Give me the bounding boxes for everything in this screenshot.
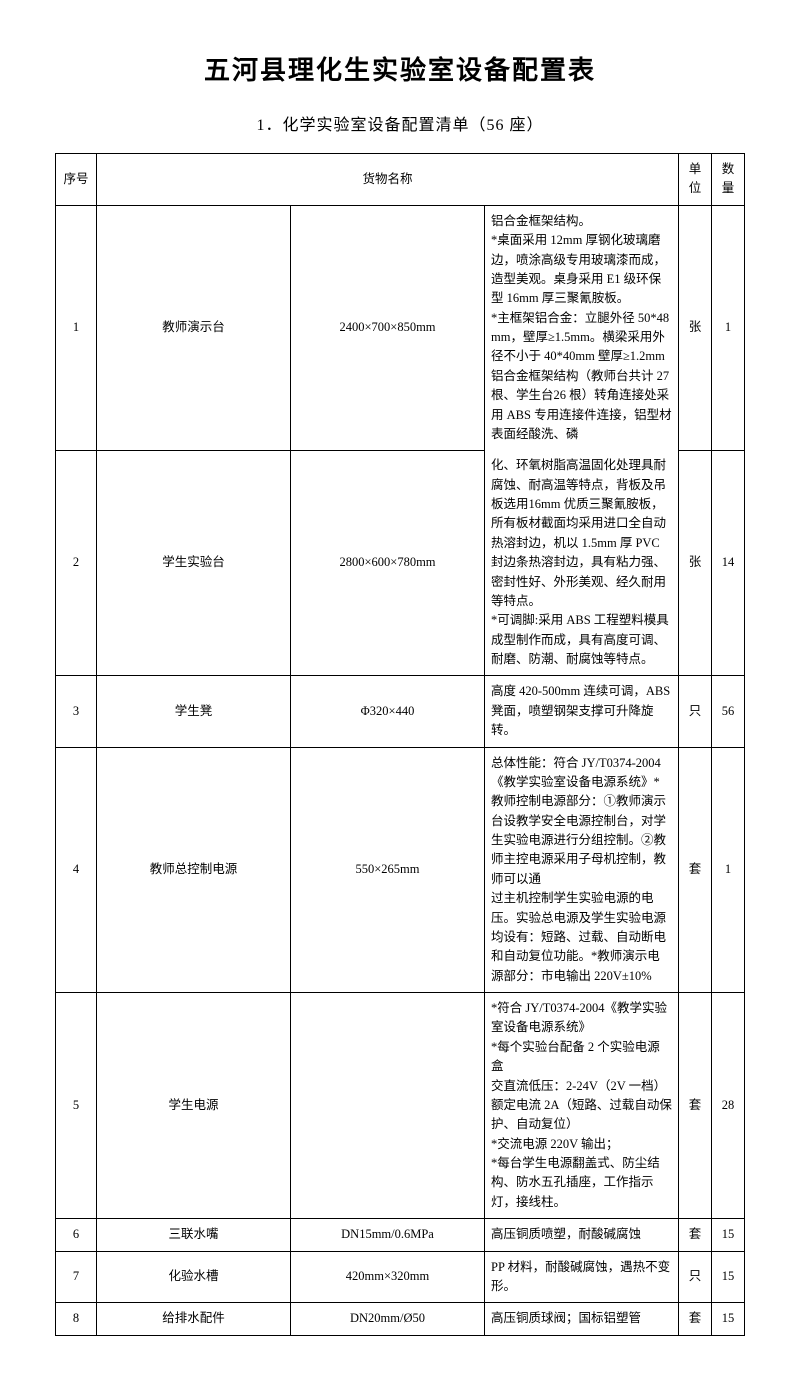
cell-unit: 只 xyxy=(679,1251,712,1303)
cell-qty: 56 xyxy=(712,676,745,747)
cell-desc: 铝合金框架结构。 *桌面采用 12mm 厚钢化玻璃磨边，喷涂高级专用玻璃漆而成，… xyxy=(485,205,679,450)
cell-spec: 2400×700×850mm xyxy=(291,205,485,450)
cell-desc: 化、环氧树脂高温固化处理具耐腐蚀、耐高温等特点，背板及吊板选用16mm 优质三聚… xyxy=(485,450,679,676)
cell-name: 学生电源 xyxy=(97,993,291,1219)
cell-unit: 套 xyxy=(679,1219,712,1251)
page-title: 五河县理化生实验室设备配置表 xyxy=(55,50,745,87)
cell-desc: 高度 420-500mm 连续可调，ABS 凳面，喷塑钢架支撑可升降旋转。 xyxy=(485,676,679,747)
table-row: 2 学生实验台 2800×600×780mm 化、环氧树脂高温固化处理具耐腐蚀、… xyxy=(56,450,745,676)
cell-qty: 15 xyxy=(712,1251,745,1303)
cell-name: 学生实验台 xyxy=(97,450,291,676)
cell-idx: 1 xyxy=(56,205,97,450)
header-idx: 序号 xyxy=(56,154,97,206)
table-row: 6 三联水嘴 DN15mm/0.6MPa 高压铜质喷塑，耐酸碱腐蚀 套 15 xyxy=(56,1219,745,1251)
cell-unit: 套 xyxy=(679,1303,712,1335)
equipment-table: 序号 货物名称 单位 数量 1 教师演示台 2400×700×850mm 铝合金… xyxy=(55,153,745,1336)
table-row: 3 学生凳 Φ320×440 高度 420-500mm 连续可调，ABS 凳面，… xyxy=(56,676,745,747)
table-row: 7 化验水槽 420mm×320mm PP 材料，耐酸碱腐蚀，遇热不变形。 只 … xyxy=(56,1251,745,1303)
header-goods: 货物名称 xyxy=(97,154,679,206)
cell-name: 给排水配件 xyxy=(97,1303,291,1335)
cell-qty: 15 xyxy=(712,1219,745,1251)
cell-spec: Φ320×440 xyxy=(291,676,485,747)
cell-idx: 4 xyxy=(56,747,97,993)
table-row: 1 教师演示台 2400×700×850mm 铝合金框架结构。 *桌面采用 12… xyxy=(56,205,745,450)
cell-unit: 套 xyxy=(679,993,712,1219)
cell-qty: 1 xyxy=(712,747,745,993)
cell-unit: 张 xyxy=(679,450,712,676)
cell-spec: 2800×600×780mm xyxy=(291,450,485,676)
cell-idx: 2 xyxy=(56,450,97,676)
cell-spec: DN15mm/0.6MPa xyxy=(291,1219,485,1251)
cell-name: 三联水嘴 xyxy=(97,1219,291,1251)
table-row: 8 给排水配件 DN20mm/Ø50 高压铜质球阀；国标铝塑管 套 15 xyxy=(56,1303,745,1335)
header-unit: 单位 xyxy=(679,154,712,206)
cell-desc: 高压铜质喷塑，耐酸碱腐蚀 xyxy=(485,1219,679,1251)
table-row: 4 教师总控制电源 550×265mm 总体性能：符合 JY/T0374-200… xyxy=(56,747,745,993)
page-subtitle: 1．化学实验室设备配置清单（56 座） xyxy=(55,111,745,135)
cell-idx: 6 xyxy=(56,1219,97,1251)
cell-name: 学生凳 xyxy=(97,676,291,747)
cell-qty: 1 xyxy=(712,205,745,450)
cell-idx: 8 xyxy=(56,1303,97,1335)
cell-unit: 只 xyxy=(679,676,712,747)
cell-name: 化验水槽 xyxy=(97,1251,291,1303)
cell-desc: *符合 JY/T0374-2004《教学实验室设备电源系统》 *每个实验台配备 … xyxy=(485,993,679,1219)
cell-spec: 420mm×320mm xyxy=(291,1251,485,1303)
cell-qty: 14 xyxy=(712,450,745,676)
cell-unit: 张 xyxy=(679,205,712,450)
cell-spec xyxy=(291,993,485,1219)
table-header-row: 序号 货物名称 单位 数量 xyxy=(56,154,745,206)
cell-name: 教师总控制电源 xyxy=(97,747,291,993)
cell-idx: 3 xyxy=(56,676,97,747)
cell-unit: 套 xyxy=(679,747,712,993)
cell-desc: 总体性能：符合 JY/T0374-2004《教学实验室设备电源系统》*教师控制电… xyxy=(485,747,679,993)
table-row: 5 学生电源 *符合 JY/T0374-2004《教学实验室设备电源系统》 *每… xyxy=(56,993,745,1219)
cell-spec: 550×265mm xyxy=(291,747,485,993)
header-qty: 数量 xyxy=(712,154,745,206)
cell-name: 教师演示台 xyxy=(97,205,291,450)
cell-spec: DN20mm/Ø50 xyxy=(291,1303,485,1335)
cell-qty: 28 xyxy=(712,993,745,1219)
cell-idx: 5 xyxy=(56,993,97,1219)
cell-desc: PP 材料，耐酸碱腐蚀，遇热不变形。 xyxy=(485,1251,679,1303)
cell-qty: 15 xyxy=(712,1303,745,1335)
cell-desc: 高压铜质球阀；国标铝塑管 xyxy=(485,1303,679,1335)
cell-idx: 7 xyxy=(56,1251,97,1303)
